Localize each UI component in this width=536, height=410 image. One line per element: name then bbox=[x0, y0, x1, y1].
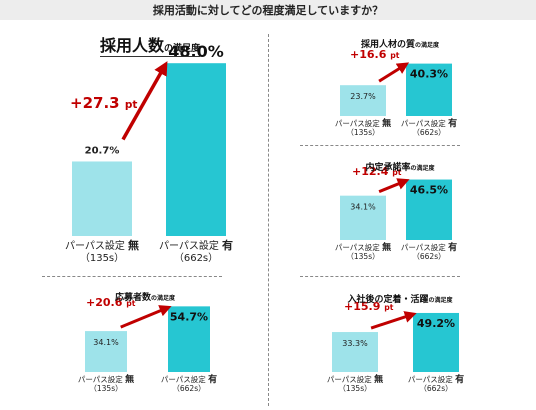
value-label-with: 48.0% bbox=[168, 42, 224, 61]
category-name: パーパス設定 有 bbox=[400, 119, 458, 129]
chart-title-0: 採用人数の満足度 bbox=[30, 32, 270, 57]
increase-arrow bbox=[378, 62, 410, 83]
chart-title-2: 内定承諾率の満足度 bbox=[280, 155, 520, 174]
value-label-without: 33.3% bbox=[342, 339, 368, 348]
value-label-with: 40.3% bbox=[410, 68, 448, 81]
category-label-without: パーパス設定 無（135s） bbox=[303, 243, 423, 262]
chart-title-3: 応募者数の満足度 bbox=[25, 285, 265, 304]
chart-title-1: 採用人材の質の満足度 bbox=[280, 32, 520, 51]
chart-title-main: 採用人数 bbox=[99, 36, 164, 55]
value-label-without: 20.7% bbox=[85, 145, 120, 156]
category-name: パーパス設定 無 bbox=[77, 375, 135, 385]
sample-size: （662s） bbox=[412, 128, 446, 138]
sample-size: （135s） bbox=[89, 384, 123, 394]
category-name: パーパス設定 有 bbox=[400, 243, 458, 253]
question-title: 採用活動に対してどの程度満足していますか？ bbox=[152, 4, 384, 17]
value-label-without: 34.1% bbox=[93, 338, 119, 347]
category-label-with: パーパス設定 有（662s） bbox=[369, 119, 489, 138]
chart-title-main: 入社後の定着・活躍 bbox=[347, 295, 429, 305]
increase-arrow bbox=[370, 311, 417, 330]
divider-left bbox=[42, 276, 222, 277]
increase-arrow bbox=[121, 61, 168, 141]
bar-with bbox=[166, 63, 226, 237]
bar-without bbox=[72, 161, 132, 236]
bar-without bbox=[340, 85, 386, 116]
category-name: パーパス設定 有 bbox=[158, 239, 234, 252]
question-header: 採用活動に対してどの程度満足していますか？ bbox=[0, 0, 536, 20]
sample-size: （662s） bbox=[412, 252, 446, 262]
category-name: パーパス設定 有 bbox=[407, 375, 465, 385]
category-label-without: パーパス設定 無（135s） bbox=[295, 375, 415, 394]
category-name: パーパス設定 有 bbox=[160, 375, 218, 385]
sample-size: （662s） bbox=[419, 384, 453, 394]
vertical-divider bbox=[268, 34, 269, 406]
category-label-with: パーパス設定 有（662s） bbox=[136, 239, 256, 264]
increase-arrow bbox=[378, 178, 410, 194]
bar-with bbox=[406, 179, 452, 240]
diff-label: +15.9 pt bbox=[344, 300, 394, 313]
category-label-without: パーパス設定 無（135s） bbox=[42, 239, 162, 264]
category-name: パーパス設定 無 bbox=[326, 375, 384, 385]
value-label-with: 46.5% bbox=[410, 184, 448, 197]
chart-title-suffix: の満足度 bbox=[428, 297, 453, 304]
sample-size: （135s） bbox=[79, 252, 125, 264]
bar-with bbox=[406, 63, 452, 116]
chart-title-main: 採用人材の質 bbox=[360, 40, 415, 50]
chart-title-suffix: の満足度 bbox=[415, 42, 440, 49]
category-label-with: パーパス設定 有（662s） bbox=[129, 375, 249, 394]
bar-with bbox=[413, 312, 459, 372]
divider-right-1 bbox=[300, 145, 460, 146]
chart-title-main: 内定承諾率 bbox=[365, 163, 411, 173]
category-name: パーパス設定 無 bbox=[334, 243, 392, 253]
chart-title-suffix: の満足度 bbox=[164, 44, 201, 54]
sample-size: （135s） bbox=[346, 128, 380, 138]
value-label-with: 54.7% bbox=[170, 310, 208, 323]
chart-title-suffix: の満足度 bbox=[151, 295, 176, 302]
bar-with bbox=[168, 306, 210, 372]
diff-label: +27.3 pt bbox=[70, 94, 137, 112]
chart-title-4: 入社後の定着・活躍の満足度 bbox=[280, 287, 520, 306]
bar-without bbox=[332, 332, 378, 372]
value-label-without: 23.7% bbox=[350, 92, 376, 101]
bar-without bbox=[85, 331, 127, 372]
sample-size: （135s） bbox=[338, 384, 372, 394]
category-name: パーパス設定 無 bbox=[64, 239, 140, 252]
value-label-without: 34.1% bbox=[350, 203, 376, 212]
chart-title-main: 応募者数 bbox=[114, 293, 151, 303]
category-label-with: パーパス設定 有（662s） bbox=[376, 375, 496, 394]
diff-label: +12.4 pt bbox=[352, 165, 402, 178]
category-label-with: パーパス設定 有（662s） bbox=[369, 243, 489, 262]
diff-label: +20.6 pt bbox=[86, 296, 136, 309]
increase-arrow bbox=[120, 305, 172, 329]
category-label-without: パーパス設定 無（135s） bbox=[303, 119, 423, 138]
category-name: パーパス設定 無 bbox=[334, 119, 392, 129]
sample-size: （135s） bbox=[346, 252, 380, 262]
bar-without bbox=[340, 195, 386, 240]
sample-size: （662s） bbox=[172, 384, 206, 394]
diff-label: +16.6 pt bbox=[350, 48, 400, 61]
category-label-without: パーパス設定 無（135s） bbox=[46, 375, 166, 394]
divider-right-2 bbox=[300, 276, 460, 277]
chart-title-suffix: の満足度 bbox=[410, 165, 435, 172]
sample-size: （662s） bbox=[173, 252, 219, 264]
value-label-with: 49.2% bbox=[417, 317, 455, 330]
